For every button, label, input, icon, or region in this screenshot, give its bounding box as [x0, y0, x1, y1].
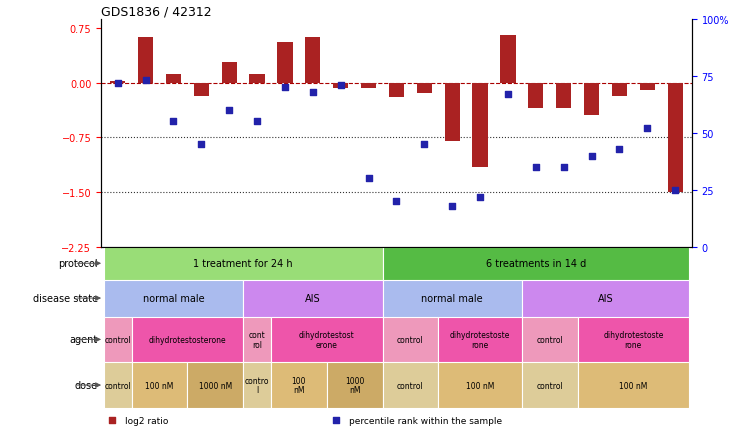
Bar — [271, 362, 327, 408]
Text: 1000 nM: 1000 nM — [199, 381, 232, 390]
Text: dihydrotestosterone: dihydrotestosterone — [149, 335, 226, 344]
Bar — [382, 280, 522, 317]
Text: 1 treatment for 24 h: 1 treatment for 24 h — [193, 259, 293, 269]
Bar — [278, 43, 292, 83]
Point — [641, 125, 653, 132]
Point — [111, 80, 123, 87]
Bar — [110, 82, 126, 83]
Bar — [473, 83, 488, 167]
Text: GDS1836 / 42312: GDS1836 / 42312 — [101, 5, 212, 18]
Point — [586, 153, 598, 160]
Text: 100 nM: 100 nM — [619, 381, 648, 390]
Bar — [361, 83, 376, 89]
Point — [279, 84, 291, 91]
Point — [390, 198, 402, 205]
Bar — [640, 83, 655, 91]
Text: cont
rol: cont rol — [248, 330, 266, 349]
Text: control: control — [104, 335, 131, 344]
Text: protocol: protocol — [58, 259, 98, 269]
Text: 100
nM: 100 nM — [292, 376, 306, 395]
Bar — [104, 362, 132, 408]
Bar — [221, 63, 237, 83]
Point — [613, 146, 625, 153]
Point — [105, 416, 117, 423]
Bar — [612, 83, 627, 96]
Text: dose: dose — [75, 380, 98, 390]
Bar — [522, 317, 577, 362]
Text: dihydrotestoste
rone: dihydrotestoste rone — [450, 330, 510, 349]
Bar — [104, 280, 243, 317]
Bar — [138, 38, 153, 83]
Bar — [305, 38, 320, 83]
Text: 100 nM: 100 nM — [466, 381, 494, 390]
Bar — [522, 362, 577, 408]
Bar — [271, 317, 382, 362]
Bar — [667, 83, 683, 193]
Bar — [243, 362, 271, 408]
Text: log2 ratio: log2 ratio — [125, 417, 168, 425]
Bar — [522, 280, 689, 317]
Bar — [438, 362, 522, 408]
Point — [140, 78, 152, 85]
Text: agent: agent — [70, 335, 98, 345]
Bar — [577, 362, 689, 408]
Text: percentile rank within the sample: percentile rank within the sample — [349, 417, 503, 425]
Text: 1000
nM: 1000 nM — [345, 376, 364, 395]
Bar — [528, 83, 544, 109]
Text: disease state: disease state — [33, 293, 98, 303]
Text: AIS: AIS — [598, 293, 613, 303]
Point — [418, 141, 430, 148]
Bar — [444, 83, 460, 141]
Bar — [500, 36, 515, 83]
Bar — [438, 317, 522, 362]
Bar — [243, 317, 271, 362]
Bar — [132, 362, 188, 408]
Point — [530, 164, 542, 171]
Point — [474, 194, 486, 201]
Bar — [382, 247, 689, 280]
Bar — [188, 362, 243, 408]
Text: control: control — [536, 381, 563, 390]
Bar — [166, 75, 181, 83]
Point — [669, 187, 681, 194]
Text: 6 treatments in 14 d: 6 treatments in 14 d — [485, 259, 586, 269]
Bar — [382, 317, 438, 362]
Point — [307, 89, 319, 96]
Text: 100 nM: 100 nM — [145, 381, 174, 390]
Point — [558, 164, 570, 171]
Bar — [333, 83, 349, 89]
Point — [447, 203, 459, 210]
Text: AIS: AIS — [305, 293, 321, 303]
Bar — [104, 247, 382, 280]
Text: control: control — [397, 335, 424, 344]
Text: normal male: normal male — [421, 293, 483, 303]
Text: dihydrotestost
erone: dihydrotestost erone — [299, 330, 355, 349]
Bar — [577, 317, 689, 362]
Bar — [327, 362, 382, 408]
Text: dihydrotestoste
rone: dihydrotestoste rone — [603, 330, 663, 349]
Text: normal male: normal male — [143, 293, 204, 303]
Point — [195, 141, 207, 148]
Point — [363, 175, 375, 182]
Bar — [389, 83, 404, 98]
Point — [168, 118, 180, 125]
Bar — [417, 83, 432, 94]
Bar — [243, 280, 382, 317]
Bar — [584, 83, 599, 116]
Bar — [104, 317, 132, 362]
Bar — [382, 362, 438, 408]
Point — [251, 118, 263, 125]
Text: contro
l: contro l — [245, 376, 269, 395]
Text: control: control — [536, 335, 563, 344]
Text: control: control — [397, 381, 424, 390]
Bar — [132, 317, 243, 362]
Bar — [556, 83, 571, 109]
Text: control: control — [104, 381, 131, 390]
Bar — [194, 83, 209, 96]
Point — [330, 416, 342, 423]
Point — [502, 91, 514, 98]
Point — [334, 82, 346, 89]
Point — [223, 107, 235, 114]
Bar — [249, 75, 265, 83]
